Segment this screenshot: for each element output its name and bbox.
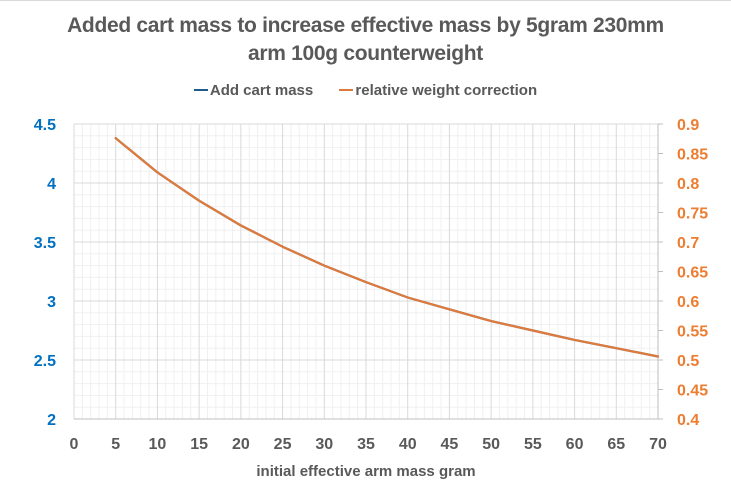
x-tick-label: 15	[190, 436, 208, 453]
right-y-tick-label: 0.65	[677, 265, 708, 282]
x-tick-label: 20	[232, 436, 250, 453]
x-tick-label: 25	[274, 436, 292, 453]
x-tick-label: 45	[441, 436, 459, 453]
x-axis-label: initial effective arm mass gram	[256, 463, 475, 480]
right-y-tick-label: 0.75	[677, 206, 708, 223]
chart-title-line-1: Added cart mass to increase effective ma…	[67, 14, 664, 37]
right-y-tick-label: 0.7	[677, 235, 699, 252]
left-y-tick-label: 4.5	[34, 117, 56, 134]
left-y-tick-label: 2.5	[34, 353, 56, 370]
chart-title: Added cart mass to increase effective ma…	[0, 12, 731, 68]
x-tick-label: 50	[482, 436, 500, 453]
series-lines	[114, 137, 660, 358]
x-tick-label: 0	[70, 436, 79, 453]
legend-label-add-cart-mass: Add cart mass	[209, 81, 314, 99]
x-tick-label: 55	[524, 436, 542, 453]
right-y-tick-label: 0.45	[677, 383, 708, 400]
legend-item-relative-weight-correction[interactable]: relative weight correction	[339, 82, 537, 99]
x-tick-label: 35	[357, 436, 375, 453]
chart-legend: Add cart mass relative weight correction	[0, 78, 731, 99]
axes	[74, 123, 663, 420]
x-tick-label: 10	[149, 436, 167, 453]
major-gridlines	[73, 123, 659, 420]
right-y-tick-label: 0.5	[677, 353, 699, 370]
right-y-tick-label: 0.8	[677, 176, 699, 193]
left-y-tick-label: 3	[47, 294, 56, 311]
left-y-tick-label: 3.5	[34, 235, 56, 252]
right-y-tick-label: 0.6	[677, 294, 699, 311]
legend-swatch-add-cart-mass	[193, 89, 208, 91]
legend-swatch-relative-weight-correction	[339, 89, 354, 91]
right-y-tick-label: 0.85	[677, 147, 708, 164]
left-y-tick-label: 2	[47, 412, 56, 429]
right-y-tick-label: 0.55	[677, 324, 708, 341]
legend-label-relative-weight-correction: relative weight correction	[355, 81, 538, 99]
right-y-tick-label: 0.9	[677, 117, 699, 134]
x-tick-label: 5	[111, 436, 120, 453]
x-tick-label: 60	[566, 436, 584, 453]
x-tick-label: 30	[315, 436, 333, 453]
tick-labels: 0 5 10 15 20 25 30 35 40 45 50 55 60 65 70 2 2.5 3 3.5 4 4.5…	[34, 117, 708, 453]
x-tick-label: 70	[649, 436, 667, 453]
left-y-tick-label: 4	[47, 176, 56, 193]
x-tick-label: 40	[399, 436, 417, 453]
right-y-tick-label: 0.4	[677, 412, 699, 429]
chart-title-line-2: arm 100g counterweight	[248, 42, 483, 65]
series-line-relative-weight-correction[interactable]	[114, 137, 660, 358]
legend-item-add-cart-mass[interactable]: Add cart mass	[193, 81, 314, 99]
chart-frame-border	[0, 0, 731, 1]
x-tick-label: 65	[607, 436, 625, 453]
